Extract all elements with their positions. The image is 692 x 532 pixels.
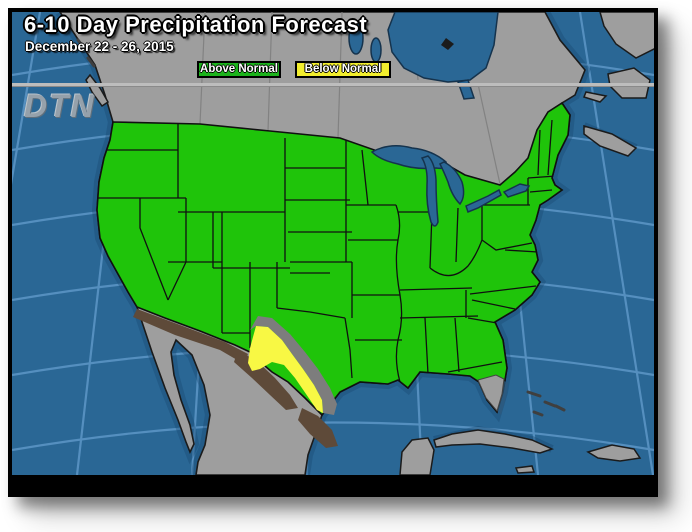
jamaica-island [514,465,536,474]
below-normal-region [248,326,323,413]
forecast-map [12,12,654,475]
dtn-logo: DTN [24,88,96,124]
labrador-corner [599,12,654,59]
legend-item-above-normal: Above Normal [197,61,281,78]
yucatan-peninsula [399,437,435,475]
lake-erie [465,188,502,213]
hudson-bay [348,12,499,100]
map-frame: 6-10 Day Precipitation Forecast December… [8,8,658,497]
legend-item-below-normal: Below Normal [295,61,391,78]
bottom-bar [12,475,654,493]
great-lakes [370,145,531,227]
lake-michigan [420,155,439,227]
header-divider [12,83,654,87]
hispaniola-island [586,444,642,462]
bahamas-islands [76,38,566,417]
legend: Above Normal Below Normal [197,61,391,78]
anticosti-island [583,91,608,103]
map-title: 6-10 Day Precipitation Forecast [24,12,368,37]
south-florida-gray [477,374,505,413]
map-area [12,12,654,475]
lake-ontario [502,183,531,198]
state-borders [97,119,557,383]
nova-scotia [583,125,638,157]
lake-huron [438,161,465,206]
vancouver-island [85,73,109,108]
transition-band [250,316,337,415]
islands [85,12,654,475]
map-subtitle: December 22 - 26, 2015 [25,39,174,54]
cuba-island [433,429,555,454]
